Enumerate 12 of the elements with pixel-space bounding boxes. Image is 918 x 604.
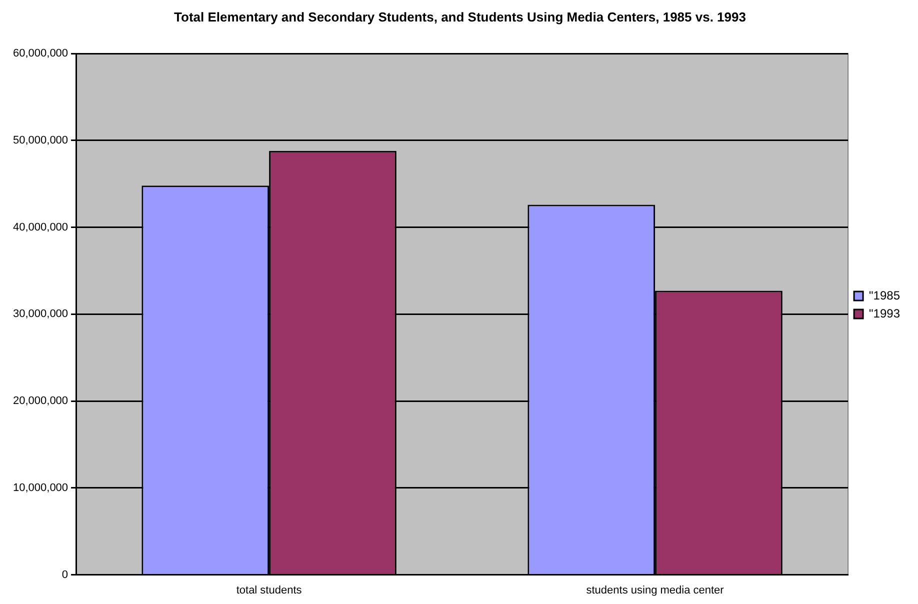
- y-tick-label: 20,000,000: [12, 395, 68, 408]
- x-tick-label: total students: [236, 584, 302, 596]
- legend-label: "1993: [869, 306, 900, 320]
- y-tick-label: 30,000,000: [12, 308, 68, 320]
- chart-title: Total Elementary and Secondary Students, and Students Using Media Centers, 1985 vs. 1993: [174, 9, 746, 24]
- x-tick-label: students using media center: [586, 584, 724, 596]
- y-tick-label: 60,000,000: [12, 48, 68, 60]
- y-tick-label: 0: [62, 568, 68, 581]
- y-tick-label: 50,000,000: [12, 134, 68, 146]
- y-tick-label: 40,000,000: [12, 221, 68, 234]
- legend-label: "1985: [869, 288, 900, 302]
- y-tick-label: 10,000,000: [12, 482, 68, 494]
